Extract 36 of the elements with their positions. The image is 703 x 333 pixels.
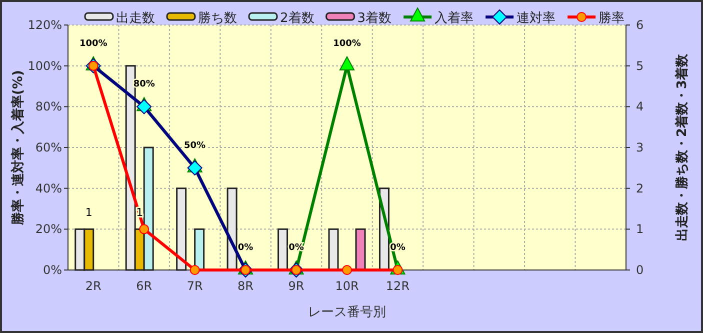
legend-label: 勝率 xyxy=(598,10,625,26)
y2-tick-label: 2 xyxy=(636,181,644,196)
legend-label: 連対率 xyxy=(516,10,556,26)
x-axis-title: レース番号別 xyxy=(308,305,386,320)
y-axis-title: 勝率・連対率・入着率(%) xyxy=(10,70,26,226)
x-tick-label: 8R xyxy=(238,279,254,293)
data-label: 1 xyxy=(85,206,92,220)
x-tick-label: 2R xyxy=(85,279,102,293)
legend-label: 入着率 xyxy=(434,10,474,26)
data-label: 100% xyxy=(333,38,361,49)
data-label: 0% xyxy=(238,243,254,253)
y2-tick-label: 1 xyxy=(636,222,644,236)
y-tick-label: 40% xyxy=(35,181,62,196)
y-tick-label: 60% xyxy=(35,140,62,154)
x-tick-label: 6R xyxy=(136,279,152,293)
y2-tick-label: 6 xyxy=(636,18,644,32)
y2-axis-title: 出走数・勝ち数・2着数・3着数 xyxy=(674,52,690,242)
legend-label: 3着数 xyxy=(357,10,392,26)
legend-label: 2着数 xyxy=(280,10,314,26)
y2-tick-label: 4 xyxy=(636,100,644,114)
legend-label: 出走数 xyxy=(116,11,155,26)
x-tick-label: 10R xyxy=(335,279,359,293)
y2-tick-label: 0 xyxy=(636,263,644,277)
data-label: 50% xyxy=(184,140,206,151)
y-tick-label: 20% xyxy=(35,222,62,236)
y-tick-label: 120% xyxy=(28,18,62,32)
data-label: 100% xyxy=(79,38,108,49)
x-tick-label: 7R xyxy=(186,279,203,293)
y-tick-label: 100% xyxy=(28,58,62,73)
legend-label: 勝ち数 xyxy=(198,11,237,26)
y-tick-label: 0% xyxy=(42,263,62,277)
x-tick-label: 9R xyxy=(288,279,304,293)
x-tick-label: 12R xyxy=(386,279,410,293)
y-tick-label: 80% xyxy=(35,100,62,114)
y2-tick-label: 3 xyxy=(636,140,644,154)
y2-tick-label: 5 xyxy=(636,58,644,73)
